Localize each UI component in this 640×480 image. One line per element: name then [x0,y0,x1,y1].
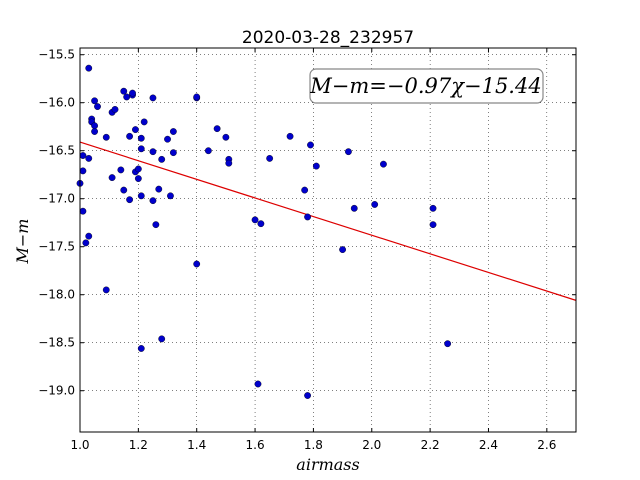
y-tick-label: −16.5 [38,144,75,158]
data-point [251,216,259,224]
data-point [126,196,134,204]
data-point [111,106,119,113]
y-tick-label: −17.0 [38,192,75,206]
data-point [380,160,387,168]
data-point [85,232,93,240]
data-point [257,220,265,228]
data-point [79,152,87,159]
data-point [149,197,157,205]
data-point [193,93,201,101]
data-point [102,133,110,141]
data-point [120,87,128,95]
x-tick-label: 1.8 [304,438,323,452]
data-point [137,345,145,352]
data-point [213,125,221,133]
data-point [301,186,309,194]
data-point [82,239,90,247]
data-point [345,148,352,156]
y-axis-label: M−m [13,219,32,265]
data-point [169,128,177,135]
y-tick-label: −17.5 [38,240,75,254]
data-point [193,260,201,268]
plot-area [80,48,576,432]
data-point [102,286,110,294]
y-tick-label: −19.0 [38,384,75,398]
data-point [304,392,311,399]
annotation-text: M−m=−0.97χ−15.44 [309,74,541,98]
data-point [134,175,142,182]
fit-line [79,141,577,301]
data-point [126,132,134,140]
data-point [149,148,157,156]
data-point [117,166,125,174]
data-point [94,103,101,110]
data-point [149,94,157,102]
x-tick-label: 1.0 [70,438,89,452]
data-point [429,221,437,229]
x-tick-label: 2.6 [537,438,556,452]
data-point [204,147,212,155]
data-point [158,335,166,343]
data-point [158,155,166,163]
data-point [108,174,116,182]
data-point [339,246,346,254]
x-axis-label: airmass [296,455,359,474]
data-point [137,192,145,200]
data-point [254,380,262,388]
plot-frame [79,47,577,433]
data-point [312,162,320,170]
x-tick-label: 1.6 [246,438,265,452]
data-point [307,141,314,149]
x-tick-label: 1.4 [187,438,206,452]
data-points [76,64,452,399]
data-point [79,167,87,175]
data-point [225,159,233,167]
data-point [222,133,230,141]
chart-title: 2020-03-28_232957 [242,28,414,48]
data-point [429,204,437,212]
data-point [155,185,163,193]
data-point [132,126,139,134]
fit-layer [79,141,577,301]
data-point [123,93,131,101]
data-point [120,186,128,194]
data-point [169,149,177,157]
data-point [304,213,311,221]
x-tick-label: 2.0 [362,438,381,452]
y-tick-label: −18.0 [38,288,75,302]
data-point [167,192,174,200]
data-point [134,165,142,173]
data-point [137,145,145,153]
x-tick-label: 1.2 [129,438,148,452]
data-point [152,221,160,229]
data-point [140,118,148,126]
data-point [350,204,358,212]
data-point [91,128,98,135]
y-tick-label: −15.5 [38,48,75,62]
data-point [266,154,274,162]
data-point [164,135,171,143]
axis-ticks: 1.0 1.2 1.4 1.6 1.8 2.0 2.2 2.4 2.6 −15.5 −16.0 −16… [38,48,576,452]
data-point [444,340,452,348]
y-tick-label: −16.0 [38,96,75,110]
equation-annotation: M−m=−0.97χ−15.44 [309,68,544,104]
data-point [91,122,98,130]
data-point [129,89,136,97]
data-point [137,134,145,142]
data-point [371,201,379,208]
data-point [286,132,294,140]
x-tick-label: 2.4 [479,438,498,452]
data-point [85,64,93,72]
x-tick-label: 2.2 [421,438,440,452]
data-point [91,97,98,105]
data-point [79,207,87,215]
y-tick-label: −18.5 [38,336,75,350]
data-point [85,154,93,162]
annotation-box [309,68,544,104]
